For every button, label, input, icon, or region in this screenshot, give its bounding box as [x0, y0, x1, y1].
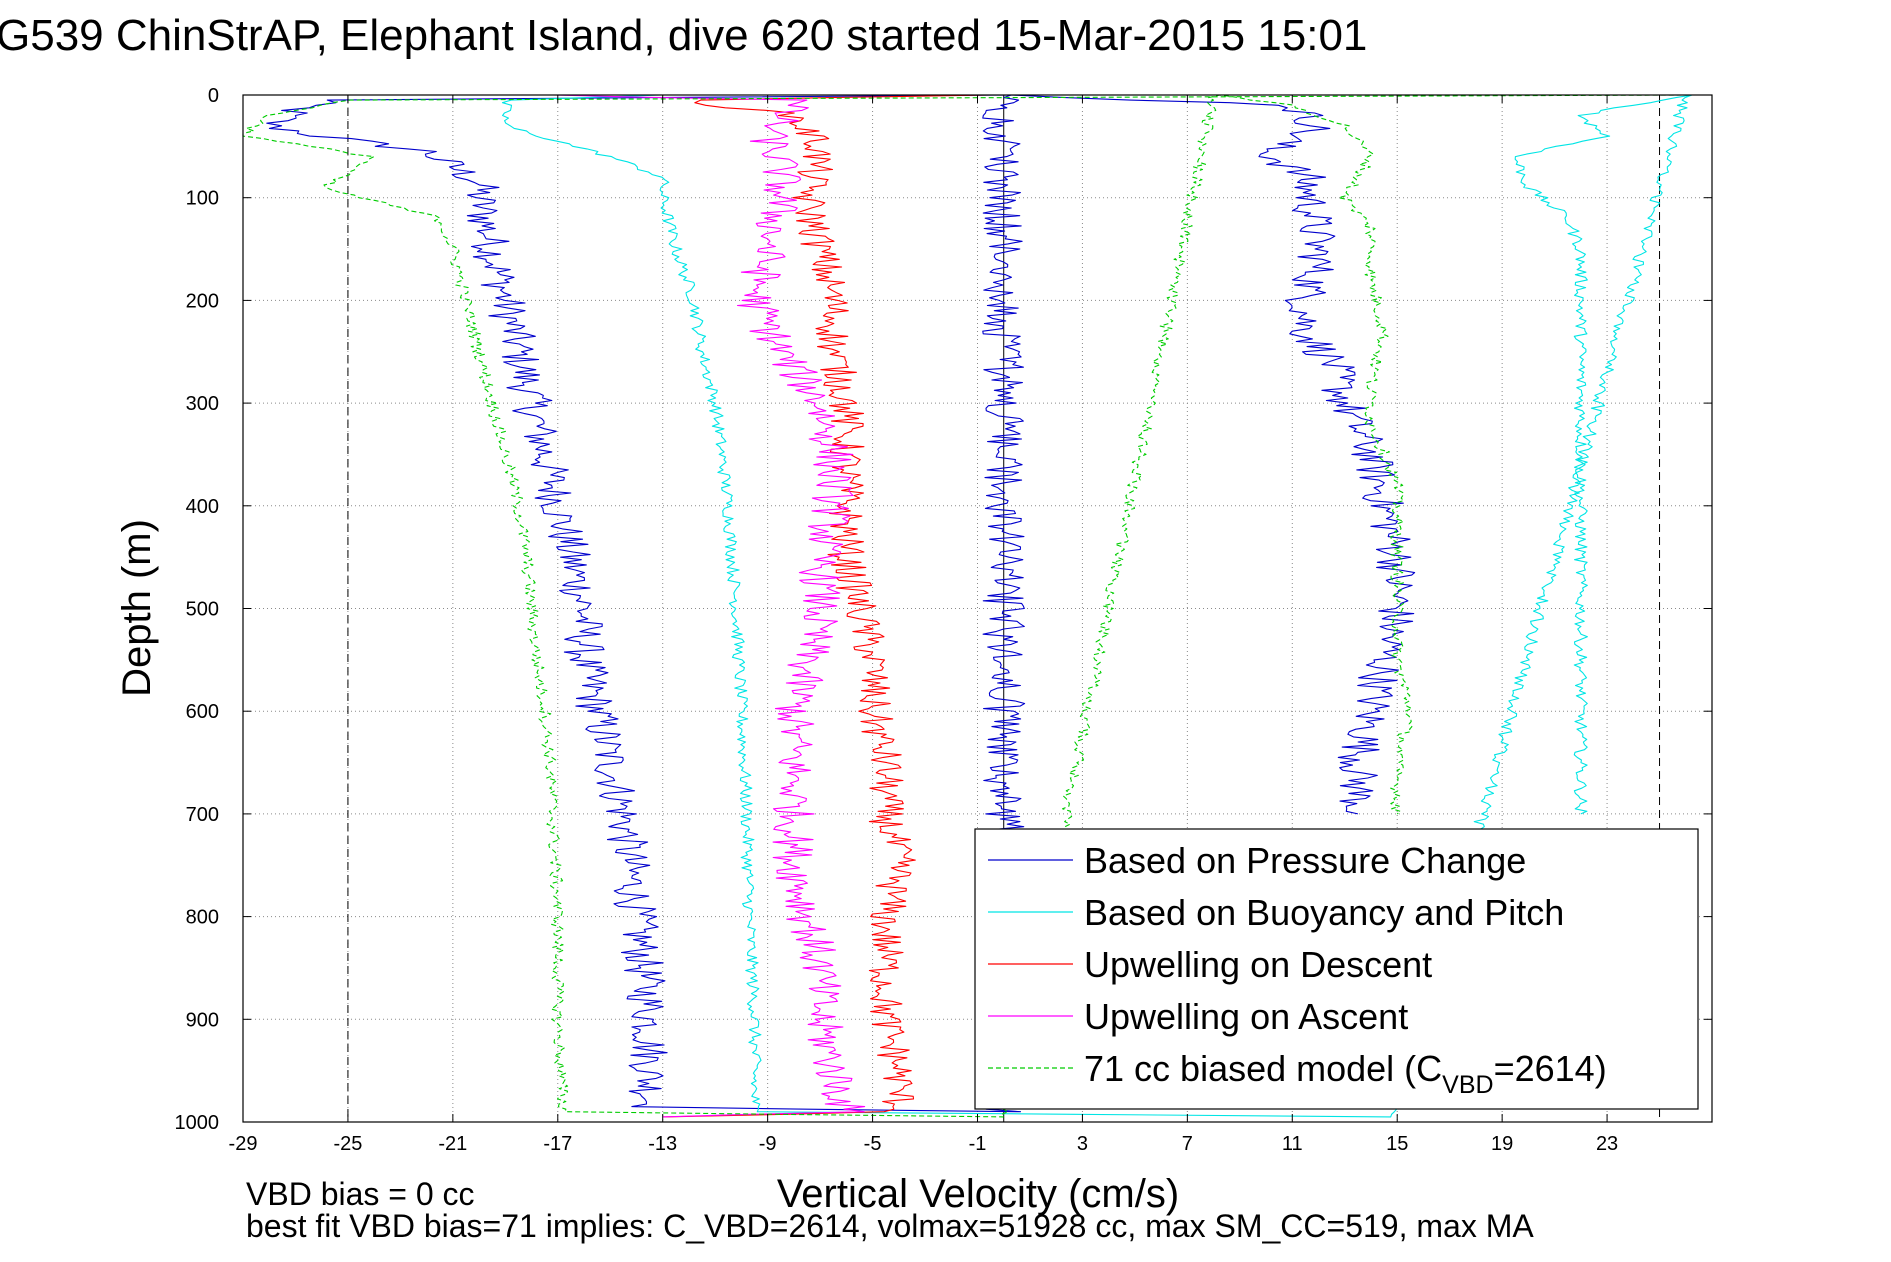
legend-label-subscript: VBD	[1442, 1071, 1493, 1099]
x-tick-label: 19	[1491, 1133, 1513, 1155]
y-tick-label: 800	[186, 907, 219, 929]
y-axis-ticks: 0 100 200 300 400 500 600 700 800 900 1000	[175, 85, 1712, 1134]
x-tick-label: -9	[759, 1133, 777, 1155]
x-tick-label: 15	[1386, 1133, 1408, 1155]
x-tick-label: 7	[1182, 1133, 1193, 1155]
y-tick-label: 400	[186, 496, 219, 518]
fit-note: best fit VBD bias=71 implies: C_VBD=2614…	[246, 1208, 1534, 1244]
legend-label: Based on Buoyancy and Pitch	[1084, 892, 1564, 933]
y-tick-label: 100	[186, 188, 219, 210]
y-tick-label: 900	[186, 1009, 219, 1031]
series-line	[552, 94, 866, 1118]
legend-label: 71 cc biased model (CVBD=2614)	[1084, 1048, 1607, 1099]
legend-label: Based on Pressure Change	[1084, 840, 1526, 881]
y-tick-label: 200	[186, 290, 219, 312]
y-axis-label: Depth (m)	[115, 519, 159, 697]
legend: Based on Pressure Change Based on Buoyanc…	[974, 828, 1699, 1110]
legend-label-suffix: =2614)	[1494, 1048, 1607, 1089]
y-tick-label: 300	[186, 393, 219, 415]
x-tick-label: -25	[333, 1133, 362, 1155]
x-tick-label: -21	[438, 1133, 467, 1155]
x-axis-ticks: -29 -25 -21 -17 -13 -9 -5 -1 3 7 11 15 19 23	[229, 95, 1618, 1155]
x-tick-label: -5	[864, 1133, 882, 1155]
x-tick-label: 11	[1282, 1133, 1303, 1155]
x-tick-label: 23	[1596, 1133, 1618, 1155]
x-tick-label: -17	[543, 1133, 572, 1155]
series-line	[662, 94, 991, 1118]
series-layer	[242, 94, 1693, 1118]
legend-label: Upwelling on Ascent	[1084, 996, 1408, 1037]
legend-box	[974, 828, 1699, 1110]
y-tick-label: 500	[186, 599, 219, 621]
x-tick-label: -29	[229, 1133, 258, 1155]
x-tick-label: -1	[969, 1133, 987, 1155]
x-axis-label: Vertical Velocity (cm/s)	[777, 1172, 1179, 1216]
legend-label-prefix: 71 cc biased model (C	[1084, 1048, 1442, 1089]
series-line	[501, 94, 1693, 1118]
x-tick-label: 3	[1077, 1133, 1088, 1155]
legend-label: Upwelling on Descent	[1084, 944, 1432, 985]
bias-note: VBD bias = 0 cc	[246, 1176, 475, 1212]
y-tick-label: 700	[186, 804, 219, 826]
y-tick-label: 1000	[175, 1112, 220, 1134]
series-line	[266, 94, 1416, 1113]
series-line	[242, 94, 1682, 1118]
y-tick-label: 0	[208, 85, 219, 107]
chart-title: G539 ChinStrAP, Elephant Island, dive 62…	[0, 11, 1367, 60]
x-tick-label: -13	[648, 1133, 677, 1155]
y-tick-label: 600	[186, 701, 219, 723]
